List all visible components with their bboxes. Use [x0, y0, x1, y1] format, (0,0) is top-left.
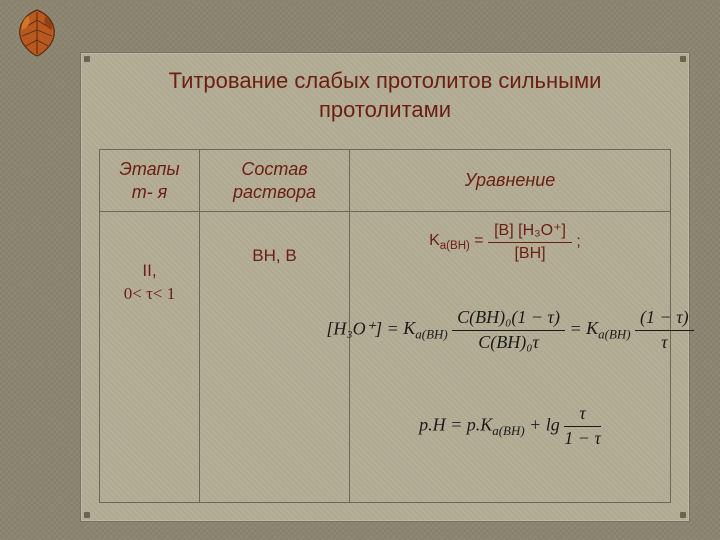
corner-dot	[680, 56, 686, 62]
header-stage-l2: т- я	[132, 182, 168, 202]
eq1-Ka: K	[403, 318, 415, 338]
composition-text: BH, B	[200, 246, 349, 266]
table-body-row: II, 0< τ< 1 BH, B Ka(BH) = [B] [H₃O⁺] [B…	[100, 212, 670, 502]
eq1-frac1-num: C(BH)₀(1 − τ)	[452, 308, 565, 331]
eq1-lhs: [H₃O⁺] =	[326, 318, 403, 338]
eq2-sub: a(BH)	[492, 423, 524, 438]
header-eqn-text: Уравнение	[465, 169, 556, 192]
eq2-frac: τ 1 − τ	[564, 404, 601, 449]
stage-label: II,	[142, 261, 156, 280]
stage-content: II, 0< τ< 1	[100, 260, 199, 306]
equation-h3o: [H₃O⁺] = Ka(BH) C(BH)₀(1 − τ) C(BH)₀τ = …	[230, 308, 720, 353]
ka-fraction: [B] [H₃O⁺] [BH]	[488, 222, 572, 262]
eq1-frac1: C(BH)₀(1 − τ) C(BH)₀τ	[452, 308, 565, 353]
eq2-texta: p.H = p.K	[419, 414, 492, 434]
eq1-mid: =	[570, 318, 587, 338]
equation-wrap: Ka(BH) = [B] [H₃O⁺] [BH] ; [H₃O⁺] = Ka(B…	[350, 212, 670, 502]
header-equation: Уравнение	[350, 150, 670, 211]
corner-dot	[84, 512, 90, 518]
title-line-1: Титрование слабых протолитов сильными	[169, 68, 602, 93]
eq1-frac2: (1 − τ) τ	[635, 308, 694, 353]
slide-title: Титрование слабых протолитов сильными пр…	[81, 53, 689, 134]
cell-equation: Ka(BH) = [B] [H₃O⁺] [BH] ; [H₃O⁺] = Ka(B…	[350, 212, 670, 502]
equation-ph: p.H = p.Ka(BH) + lg τ 1 − τ	[350, 404, 670, 449]
cell-stage: II, 0< τ< 1	[100, 212, 200, 502]
title-line-2: протолитами	[319, 97, 451, 122]
ka-den: [BH]	[488, 243, 572, 263]
ka-definition: Ka(BH) = [B] [H₃O⁺] [BH] ;	[350, 222, 660, 262]
content-table: Этапы т- я Состав раствора Уравнение II,…	[99, 149, 671, 503]
eq2-frac-num: τ	[564, 404, 601, 427]
eq1-frac1-den: C(BH)₀τ	[452, 331, 565, 353]
eq1-frac2-den: τ	[635, 331, 694, 353]
header-stage: Этапы т- я	[100, 150, 200, 211]
ka-sub: a(BH)	[440, 240, 470, 252]
ka-semicolon: ;	[576, 233, 580, 251]
cell-composition: BH, B	[200, 212, 350, 502]
slide-panel: Титрование слабых протолитов сильными пр…	[80, 52, 690, 522]
eq2-frac-den: 1 − τ	[564, 427, 601, 449]
eq1-Ka2-sub: a(BH)	[598, 327, 630, 342]
header-compo-l1: Состав	[241, 159, 307, 179]
eq1-frac2-num: (1 − τ)	[635, 308, 694, 331]
corner-dot	[84, 56, 90, 62]
header-stage-l1: Этапы	[119, 159, 179, 179]
header-compo-l2: раствора	[233, 182, 316, 202]
eq1-Ka2: K	[586, 318, 598, 338]
table-header-row: Этапы т- я Состав раствора Уравнение	[100, 150, 670, 212]
header-composition: Состав раствора	[200, 150, 350, 211]
leaf-decoration-icon	[10, 6, 64, 62]
ka-K: K	[429, 232, 440, 249]
eq1-Ka-sub: a(BH)	[415, 327, 447, 342]
ka-eq: =	[470, 232, 484, 249]
eq2-textb: + lg	[529, 414, 560, 434]
corner-dot	[680, 512, 686, 518]
stage-condition: 0< τ< 1	[124, 284, 176, 303]
ka-num: [B] [H₃O⁺]	[488, 222, 572, 243]
